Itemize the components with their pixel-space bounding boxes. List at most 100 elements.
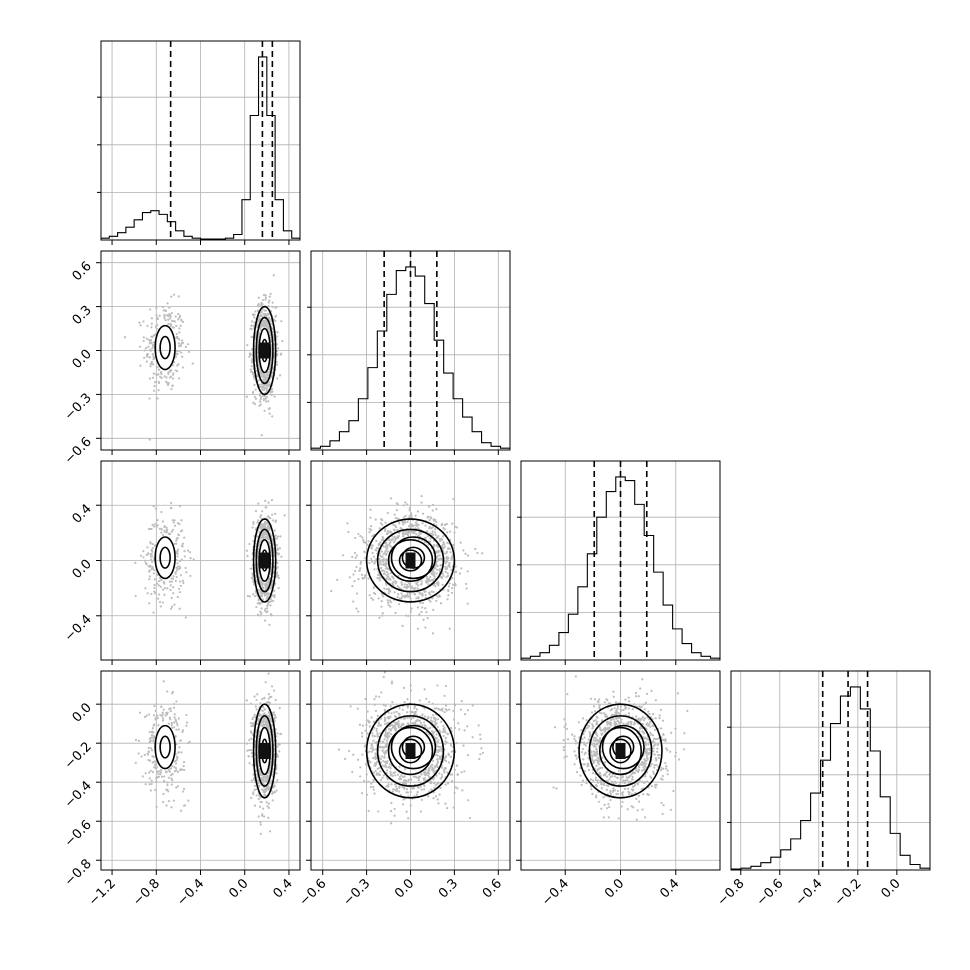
sample-point bbox=[409, 790, 412, 794]
sample-point bbox=[603, 712, 606, 715]
sample-point bbox=[255, 794, 258, 797]
sample-point bbox=[428, 727, 431, 730]
sample-point bbox=[261, 709, 264, 713]
sample-point bbox=[389, 599, 392, 602]
sample-point bbox=[160, 370, 163, 374]
sample-point bbox=[388, 530, 392, 533]
sample-point bbox=[148, 730, 151, 734]
sample-point bbox=[250, 779, 253, 782]
sample-point bbox=[146, 753, 150, 756]
sample-point bbox=[379, 757, 383, 761]
sample-point bbox=[149, 565, 152, 568]
sample-point bbox=[151, 376, 155, 379]
sample-point bbox=[403, 768, 407, 771]
sample-point bbox=[167, 790, 170, 793]
sample-point bbox=[381, 555, 384, 558]
sample-point bbox=[451, 780, 454, 783]
sample-point bbox=[449, 726, 453, 730]
sample-point bbox=[589, 785, 593, 788]
sample-point bbox=[280, 555, 283, 558]
sample-point bbox=[164, 714, 167, 717]
sample-point bbox=[277, 347, 280, 350]
sample-point bbox=[614, 701, 618, 704]
sample-point bbox=[263, 533, 266, 537]
sample-point bbox=[147, 552, 150, 555]
sample-point bbox=[155, 525, 158, 528]
sample-point bbox=[374, 755, 377, 758]
sample-point bbox=[172, 799, 176, 802]
sample-point bbox=[643, 767, 646, 771]
sample-point bbox=[150, 782, 153, 786]
sample-point bbox=[447, 753, 451, 757]
sample-point bbox=[443, 758, 446, 762]
sample-point bbox=[173, 726, 176, 729]
sample-point bbox=[630, 805, 633, 808]
sample-point bbox=[580, 750, 583, 754]
sample-point bbox=[563, 725, 566, 729]
sample-point bbox=[466, 754, 469, 757]
sample-point bbox=[445, 709, 448, 712]
sample-point bbox=[605, 721, 609, 724]
sample-point bbox=[157, 772, 160, 776]
sample-point bbox=[252, 791, 255, 794]
sample-point bbox=[418, 613, 421, 616]
sample-point bbox=[180, 351, 183, 354]
sample-point bbox=[172, 592, 175, 595]
sample-point bbox=[587, 762, 590, 765]
sample-point bbox=[654, 743, 657, 746]
histogram-panel-0 bbox=[97, 40, 301, 245]
contour-level bbox=[159, 735, 171, 759]
sample-point bbox=[443, 729, 447, 732]
sample-point bbox=[600, 807, 603, 810]
sample-point bbox=[370, 525, 373, 528]
sample-point bbox=[355, 565, 358, 569]
sample-point bbox=[366, 732, 369, 735]
sample-point bbox=[466, 602, 469, 605]
sample-point bbox=[426, 580, 430, 583]
sample-point bbox=[396, 585, 399, 588]
sample-point bbox=[645, 737, 648, 740]
sample-point bbox=[610, 708, 614, 711]
sample-point bbox=[611, 775, 614, 778]
sample-point bbox=[382, 545, 385, 548]
sample-point bbox=[273, 594, 276, 597]
sample-point bbox=[268, 623, 271, 626]
sample-point bbox=[377, 724, 380, 727]
sample-point bbox=[271, 728, 274, 731]
sample-point bbox=[279, 732, 283, 735]
sample-point bbox=[278, 743, 281, 746]
sample-point bbox=[650, 689, 653, 692]
sample-point bbox=[423, 721, 426, 724]
sample-point bbox=[437, 582, 440, 585]
sample-point bbox=[420, 788, 423, 791]
density-peak bbox=[259, 552, 270, 569]
sample-point bbox=[175, 575, 178, 579]
sample-point bbox=[352, 600, 355, 603]
sample-point bbox=[153, 381, 157, 384]
sample-point bbox=[180, 519, 183, 522]
sample-point bbox=[407, 704, 410, 708]
sample-point bbox=[608, 772, 612, 776]
sample-point bbox=[563, 718, 566, 721]
sample-point bbox=[635, 818, 638, 821]
sample-point bbox=[435, 748, 438, 752]
sample-point bbox=[357, 610, 360, 613]
sample-point bbox=[408, 506, 411, 510]
sample-point bbox=[603, 727, 606, 730]
axes-frame bbox=[730, 670, 931, 871]
sample-point bbox=[252, 724, 255, 728]
sample-point bbox=[264, 523, 267, 526]
sample-point bbox=[390, 680, 394, 683]
sample-point bbox=[403, 533, 406, 536]
sample-point bbox=[654, 737, 657, 741]
sample-point bbox=[259, 397, 262, 401]
sample-point bbox=[586, 726, 589, 729]
sample-point bbox=[267, 697, 270, 700]
sample-point bbox=[147, 746, 150, 750]
sample-point bbox=[395, 710, 398, 713]
sample-point bbox=[373, 792, 376, 795]
sample-point bbox=[150, 779, 153, 782]
sample-point bbox=[436, 684, 439, 687]
sample-point bbox=[407, 716, 410, 719]
sample-point bbox=[437, 551, 440, 554]
